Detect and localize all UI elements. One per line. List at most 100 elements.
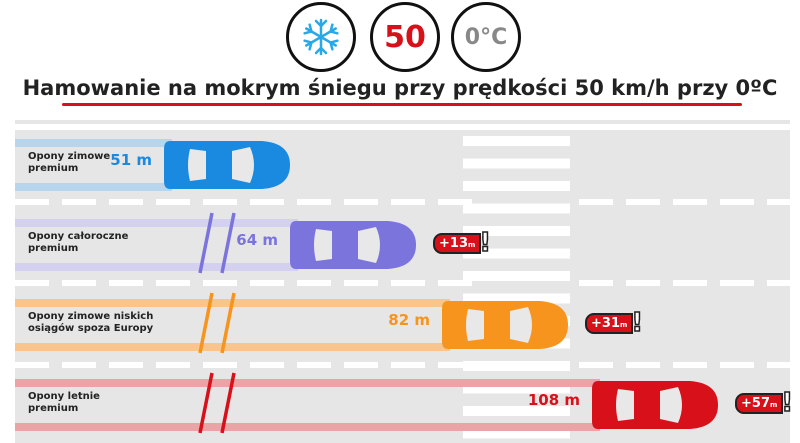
lane-dash — [156, 199, 190, 205]
extra-distance-value: +13 — [439, 235, 468, 251]
lane-dash — [109, 362, 143, 368]
lane-label-line: Opony letnie — [28, 391, 100, 402]
tire-track — [15, 263, 298, 271]
scale-break-marks — [198, 212, 236, 434]
crosswalk-stripe — [463, 248, 570, 259]
tire-track — [15, 379, 600, 387]
top-strip — [15, 120, 790, 124]
lane-dash — [344, 362, 378, 368]
break-mark — [220, 372, 236, 434]
lane-dash — [250, 362, 284, 368]
lane-label-line: Opony zimowe — [28, 151, 111, 162]
extra-distance-value: +57 — [741, 395, 770, 411]
lane-dash — [673, 362, 707, 368]
lane-label: Opony zimowe niskich osiągów spoza Europy — [28, 311, 153, 335]
break-mark — [198, 212, 214, 274]
lane-dash — [391, 199, 425, 205]
car — [164, 141, 290, 189]
lane-dash — [391, 280, 425, 286]
lane-dash — [626, 280, 660, 286]
lane-dash — [626, 362, 660, 368]
car — [592, 381, 718, 429]
crosswalk-stripe — [463, 428, 570, 439]
lane-label: Opony letnie premium — [28, 391, 100, 415]
lane-dash — [579, 362, 613, 368]
lane-dash — [109, 280, 143, 286]
break-mark — [198, 292, 214, 354]
crosswalk-stripe — [463, 181, 570, 191]
temperature-badge: 0°C — [451, 2, 521, 72]
lane-dash — [297, 199, 331, 205]
lane-dash — [579, 199, 613, 205]
lane-label: Opony zimowe premium — [28, 151, 110, 175]
tire-track — [15, 183, 172, 191]
distance-value: 108 m — [527, 391, 580, 409]
car — [290, 221, 416, 269]
lane-dash — [720, 280, 754, 286]
extra-distance-unit: m — [619, 320, 628, 329]
extra-distance: +13m — [433, 232, 482, 254]
crosswalk-stripe — [463, 293, 570, 304]
lane-label-line: premium — [28, 163, 79, 174]
snowflake-badge — [286, 2, 356, 72]
exclamation-icon: ! — [631, 308, 644, 338]
lane-dash — [156, 362, 190, 368]
lane-dash — [250, 280, 284, 286]
crosswalk-stripe — [463, 383, 570, 394]
lane-dash — [344, 280, 378, 286]
distance-value: 82 m — [388, 311, 430, 329]
extra-distance-badge: +31m! — [585, 308, 644, 338]
title-underline — [62, 103, 742, 106]
crosswalk-stripe — [463, 158, 570, 169]
tire-track — [15, 343, 450, 351]
extra-distance-unit: m — [467, 240, 476, 249]
lane-dash — [438, 362, 472, 368]
extra-distance: +31m — [585, 312, 634, 334]
exclamation-icon: ! — [479, 228, 492, 258]
extra-distance-value: +31 — [591, 315, 620, 331]
lane-dash — [438, 280, 472, 286]
lane-dash — [62, 362, 96, 368]
lane-label-line: Opony całoroczne — [28, 231, 129, 242]
break-mark — [220, 212, 236, 274]
distance-value: 51 m — [110, 151, 152, 169]
break-mark — [198, 372, 214, 434]
lane-dash — [438, 199, 472, 205]
crosswalk-stripe — [463, 271, 570, 281]
lane-label-line: premium — [28, 243, 79, 254]
car — [442, 301, 568, 349]
lane-dash — [626, 199, 660, 205]
tire-track — [15, 423, 600, 431]
page-title: Hamowanie na mokrym śniegu przy prędkośc… — [22, 76, 778, 100]
lane-dash — [15, 362, 49, 368]
lane-dash — [391, 362, 425, 368]
crosswalk-stripe — [463, 226, 570, 236]
lane-label-line: Opony zimowe niskich — [28, 311, 154, 322]
lane-label-line: premium — [28, 403, 79, 414]
lane-label: Opony całoroczne premium — [28, 231, 128, 255]
lane-dash — [203, 362, 237, 368]
lane-dash — [62, 199, 96, 205]
lane-dash — [767, 280, 800, 286]
lane-dash — [15, 280, 49, 286]
speed-badge: 50 — [370, 2, 440, 72]
lane-dash — [673, 199, 707, 205]
lane-dash — [297, 362, 331, 368]
lane-dash — [203, 199, 237, 205]
lane-dash — [203, 280, 237, 286]
snowflake-icon — [302, 18, 340, 56]
break-mark — [220, 292, 236, 354]
lane-dash — [673, 280, 707, 286]
lane-label-line: osiągów spoza Europy — [28, 323, 154, 334]
lane-dash — [109, 199, 143, 205]
crosswalk-stripe — [463, 203, 570, 214]
extra-distance-badge: +13m! — [433, 228, 492, 258]
exclamation-icon: ! — [781, 388, 794, 418]
tire-track — [15, 219, 298, 227]
lane-dash — [62, 280, 96, 286]
lane-dash — [250, 199, 284, 205]
lane-dash — [767, 362, 800, 368]
lane-dash — [156, 280, 190, 286]
lane-dash — [720, 199, 754, 205]
